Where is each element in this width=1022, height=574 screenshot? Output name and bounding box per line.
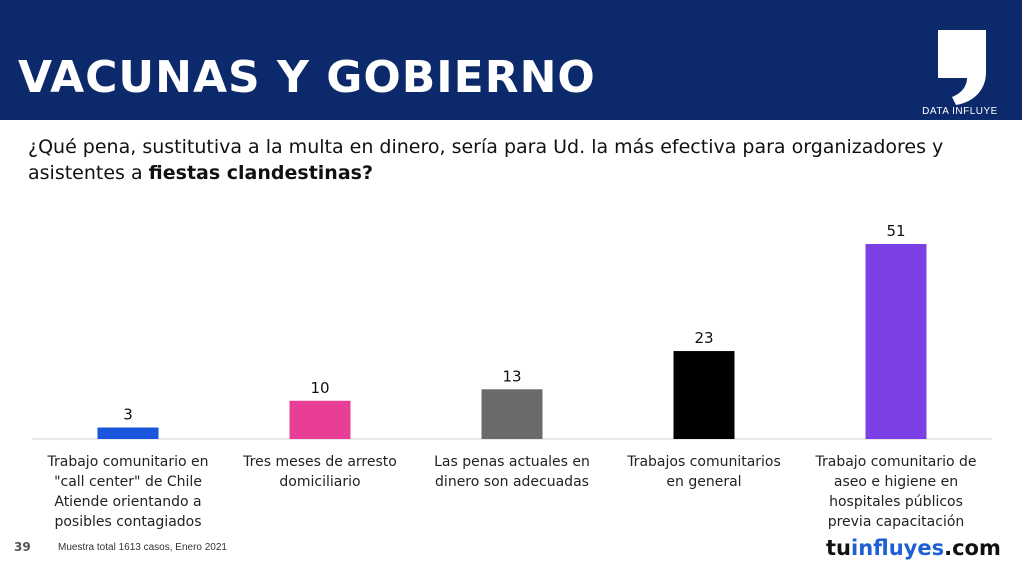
category-label-line: en general (666, 474, 741, 490)
category-label-line: hospitales públicos (829, 494, 963, 510)
category-label-line: domiciliario (279, 474, 360, 490)
data-label: 23 (694, 329, 713, 347)
bar (481, 389, 543, 439)
category-label-line: aseo e higiene en (834, 474, 958, 490)
comma-logo-icon (938, 30, 986, 105)
bar (673, 351, 735, 439)
category-label-line: Trabajo comunitario de (815, 454, 977, 470)
data-label: 51 (886, 222, 905, 240)
category-label-line: "call center" de Chile (54, 474, 202, 490)
url-part-1: tu (826, 536, 851, 560)
data-label: 3 (123, 406, 133, 424)
url-part-2: influyes (851, 536, 945, 560)
category-label: Tres meses de arresto domiciliario (242, 454, 397, 490)
question-emphasis: fiestas clandestinas? (148, 162, 373, 184)
brand-label: DATA INFLUYE (922, 106, 998, 117)
url-part-3: .com (944, 536, 1001, 560)
category-label-line: dinero son adecuadas (435, 474, 589, 490)
category-label-line: posibles contagiados (54, 514, 201, 530)
survey-question: ¿Qué pena, sustitutiva a la multa en din… (28, 134, 998, 186)
bar (865, 244, 927, 439)
bar (97, 427, 159, 439)
category-label-line: Trabajos comunitarios (626, 454, 781, 470)
category-label-line: Trabajo comunitario en (47, 454, 209, 470)
category-label: Trabajo comunitario de aseo e higiene en h… (815, 454, 977, 530)
category-label: Las penas actuales en dinero son adecuada… (434, 454, 590, 490)
page-title: VACUNAS Y GOBIERNO (18, 52, 596, 103)
category-label-line: previa capacitación (828, 514, 965, 530)
sample-note: Muestra total 1613 casos, Enero 2021 (58, 542, 227, 553)
header-banner: VACUNAS Y GOBIERNO DATA INFLUYE (0, 0, 1022, 120)
page-number: 39 (14, 540, 31, 554)
category-label-line: Las penas actuales en (434, 454, 590, 470)
question-text: ¿Qué pena, sustitutiva a la multa en din… (28, 136, 944, 184)
bar (289, 400, 351, 439)
category-label-line: Atiende orientando a (54, 494, 201, 510)
data-label: 13 (502, 367, 521, 385)
category-label: Trabajos comunitarios en general (626, 454, 781, 490)
category-label: Trabajo comunitario en "call center" de C… (47, 454, 209, 530)
category-label-line: Tres meses de arresto (242, 454, 397, 470)
site-url: tuinfluyes.com (826, 536, 1001, 560)
data-label: 10 (310, 379, 329, 397)
